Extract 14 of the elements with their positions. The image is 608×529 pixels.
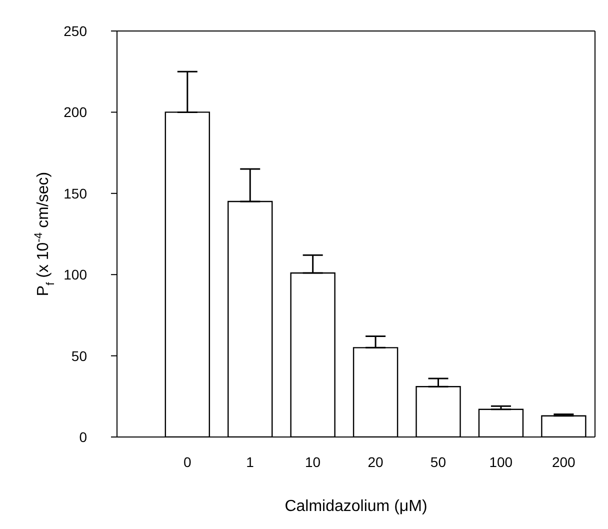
x-tick-label: 50 — [430, 454, 446, 470]
y-tick-label: 100 — [64, 266, 88, 283]
y-tick-label: 0 — [79, 428, 88, 445]
y-tick-label: 50 — [71, 348, 88, 364]
x-tick-label: 0 — [183, 454, 192, 470]
y-tick-label: 200 — [64, 104, 88, 120]
x-axis-title: Calmidazolium (μM) — [284, 498, 428, 515]
x-tick-label: 10 — [304, 454, 321, 470]
y-tick-label: 150 — [64, 185, 88, 202]
x-tick-label: 1 — [246, 454, 254, 470]
x-tick-label: 20 — [368, 454, 384, 470]
x-tick-label: 200 — [552, 454, 576, 470]
y-tick-label: 250 — [64, 22, 88, 39]
x-tick-label: 100 — [489, 454, 513, 470]
